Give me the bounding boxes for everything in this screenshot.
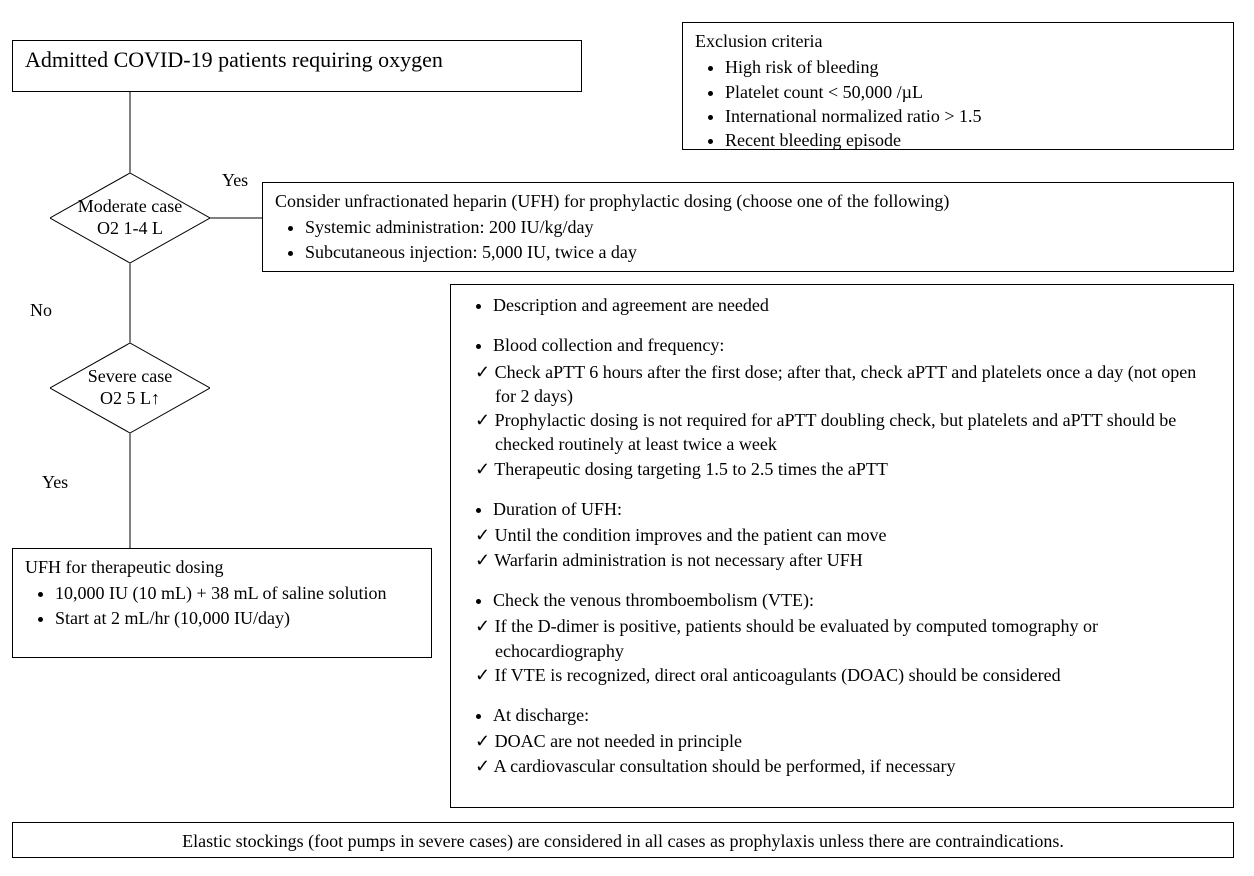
list-item: Check the venous thromboembolism (VTE):: [493, 588, 1221, 612]
list-item: Start at 2 mL/hr (10,000 IU/day): [55, 606, 419, 630]
list-item: High risk of bleeding: [725, 55, 1221, 79]
bullet-list: Check the venous thromboembolism (VTE):: [493, 588, 1221, 612]
list-item: Until the condition improves and the pat…: [475, 523, 1221, 547]
decision-severe-line2: O2 5 L↑: [100, 388, 160, 408]
prophylactic-title: Consider unfractionated heparin (UFH) fo…: [275, 189, 1221, 213]
prophylactic-box: Consider unfractionated heparin (UFH) fo…: [262, 182, 1234, 272]
list-item: Blood collection and frequency:: [493, 333, 1221, 357]
list-item: Duration of UFH:: [493, 497, 1221, 521]
list-item: At discharge:: [493, 703, 1221, 727]
exclusion-title: Exclusion criteria: [695, 29, 1221, 53]
footer-box: Elastic stockings (foot pumps in severe …: [12, 822, 1234, 858]
decision-severe: Severe case O2 5 L↑: [50, 343, 210, 433]
check-list: If the D-dimer is positive, patients sho…: [475, 614, 1221, 687]
bullet-list: At discharge:: [493, 703, 1221, 727]
list-item: Systemic administration: 200 IU/kg/day: [305, 215, 1221, 239]
bullet-list: Duration of UFH:: [493, 497, 1221, 521]
notes-box: Description and agreement are needed Bloo…: [450, 284, 1234, 808]
list-item: Subcutaneous injection: 5,000 IU, twice …: [305, 240, 1221, 264]
severe-yes-label: Yes: [42, 472, 68, 493]
list-item: 10,000 IU (10 mL) + 38 mL of saline solu…: [55, 581, 419, 605]
bullet-list: Blood collection and frequency:: [493, 333, 1221, 357]
therapeutic-title: UFH for therapeutic dosing: [25, 555, 419, 579]
list-item: DOAC are not needed in principle: [475, 729, 1221, 753]
list-item: Platelet count < 50,000 /µL: [725, 80, 1221, 104]
list-item: If the D-dimer is positive, patients sho…: [475, 614, 1221, 663]
check-list: Until the condition improves and the pat…: [475, 523, 1221, 572]
decision-moderate: Moderate case O2 1-4 L: [50, 173, 210, 263]
moderate-no-label: No: [30, 300, 52, 321]
list-item: Warfarin administration is not necessary…: [475, 548, 1221, 572]
list-item: International normalized ratio > 1.5: [725, 104, 1221, 128]
therapeutic-box: UFH for therapeutic dosing 10,000 IU (10…: [12, 548, 432, 658]
list-item: Description and agreement are needed: [493, 293, 1221, 317]
flowchart-canvas: Admitted COVID-19 patients requiring oxy…: [0, 0, 1254, 876]
moderate-yes-label: Yes: [222, 170, 248, 191]
check-list: DOAC are not needed in principleA cardio…: [475, 729, 1221, 778]
start-node: Admitted COVID-19 patients requiring oxy…: [12, 40, 582, 92]
bullet-list: Description and agreement are needed: [493, 293, 1221, 317]
prophylactic-list: Systemic administration: 200 IU/kg/daySu…: [305, 215, 1221, 264]
list-item: A cardiovascular consultation should be …: [475, 754, 1221, 778]
list-item: If VTE is recognized, direct oral antico…: [475, 663, 1221, 687]
exclusion-criteria-box: Exclusion criteria High risk of bleeding…: [682, 22, 1234, 150]
check-list: Check aPTT 6 hours after the first dose;…: [475, 360, 1221, 481]
list-item: Recent bleeding episode: [725, 128, 1221, 152]
decision-moderate-line2: O2 1-4 L: [97, 218, 163, 238]
decision-moderate-line1: Moderate case: [78, 196, 182, 216]
exclusion-list: High risk of bleedingPlatelet count < 50…: [725, 55, 1221, 152]
therapeutic-list: 10,000 IU (10 mL) + 38 mL of saline solu…: [55, 581, 419, 630]
list-item: Prophylactic dosing is not required for …: [475, 408, 1221, 457]
footer-text: Elastic stockings (foot pumps in severe …: [182, 831, 1064, 851]
list-item: Check aPTT 6 hours after the first dose;…: [475, 360, 1221, 409]
start-text: Admitted COVID-19 patients requiring oxy…: [25, 47, 443, 72]
decision-severe-line1: Severe case: [88, 366, 172, 386]
list-item: Therapeutic dosing targeting 1.5 to 2.5 …: [475, 457, 1221, 481]
